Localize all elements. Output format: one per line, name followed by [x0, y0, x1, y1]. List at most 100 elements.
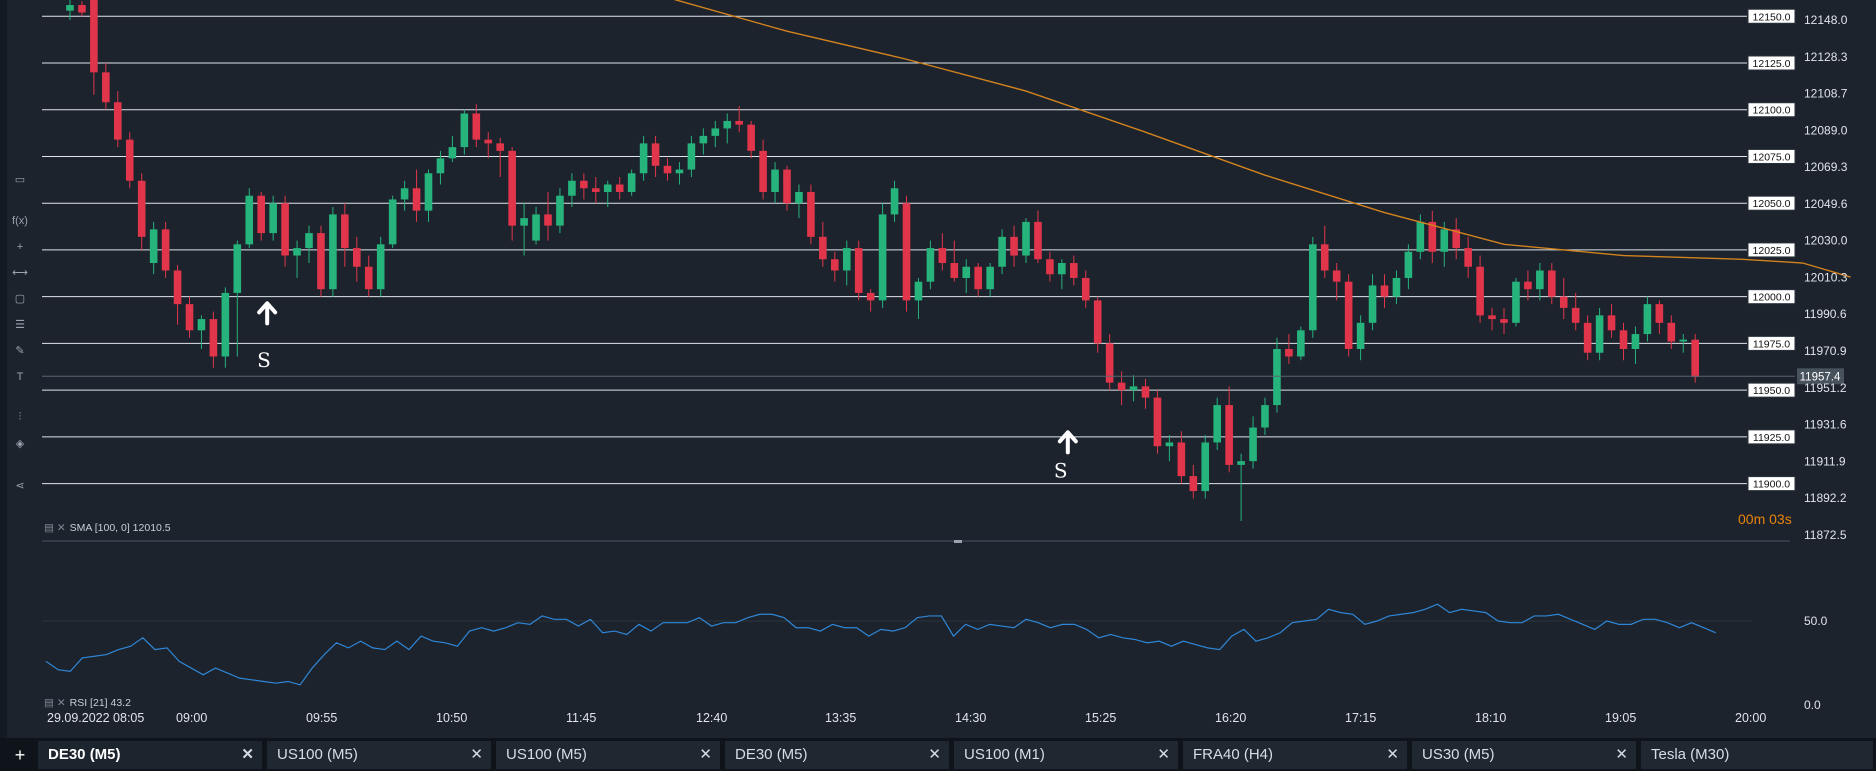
candle-up — [914, 281, 923, 301]
time-tick-label: 11:45 — [566, 711, 596, 725]
tab-de30-m5-2[interactable]: DE30 (M5) ✕ — [725, 741, 949, 769]
candle-up — [221, 292, 230, 357]
sma-indicator-label[interactable]: ▤ ✕ SMA [100, 0] 12010.5 — [44, 522, 171, 534]
candle-up — [962, 266, 971, 278]
tab-label: DE30 (M5) — [735, 746, 808, 763]
candle-up — [1297, 330, 1305, 357]
candle-down — [161, 229, 170, 271]
tab-label: Tesla (M30) — [1651, 746, 1730, 763]
chart-background — [0, 0, 1876, 738]
layers-icon[interactable]: ◈ — [15, 438, 25, 450]
candle-down — [1141, 386, 1150, 398]
candle-up — [603, 184, 612, 192]
candle-up — [675, 169, 684, 174]
share-icon[interactable]: ⋖ — [15, 480, 25, 492]
level-label: 12100.0 — [1753, 105, 1791, 117]
candle-up — [532, 214, 540, 241]
candle-down — [663, 165, 672, 174]
candle-up — [329, 214, 337, 290]
candle-down — [1046, 259, 1054, 275]
price-tick-label: 11970.9 — [1804, 344, 1847, 358]
candle-down — [102, 72, 110, 103]
time-tick-label: 18:10 — [1475, 711, 1506, 725]
candle-up — [1356, 322, 1365, 350]
candle-down — [1428, 221, 1437, 252]
candle-down — [1607, 315, 1616, 331]
signal-marker: S — [1054, 459, 1068, 483]
close-icon[interactable]: ✕ — [1386, 746, 1399, 763]
candle-down — [651, 143, 660, 166]
candle-down — [1285, 349, 1293, 357]
candle-down — [1225, 405, 1233, 465]
time-tick-label: 29.09.2022 08:05 — [47, 711, 144, 725]
level-label: 12000.0 — [1753, 292, 1791, 304]
tab-fra40-h4[interactable]: FRA40 (H4) ✕ — [1183, 741, 1407, 769]
rectangle-icon[interactable]: ▢ — [14, 293, 26, 305]
close-icon[interactable]: ✕ — [241, 746, 254, 763]
close-icon[interactable]: ✕ — [699, 746, 712, 763]
candle-up — [998, 236, 1006, 267]
price-tick-label: 11892.2 — [1804, 491, 1847, 505]
candle-up — [1404, 251, 1413, 278]
candle-up — [1022, 221, 1030, 256]
monitor-icon[interactable]: ▭ — [14, 174, 26, 186]
candle-down — [125, 139, 134, 181]
candlestick-chart[interactable]: 12150.0 12125.0 12100.0 12075.0 12050.0 12025… — [0, 0, 1876, 738]
time-tick-label: 17:15 — [1345, 711, 1376, 725]
candle-down — [1452, 229, 1460, 249]
indicator-settings-icon[interactable]: ▤ ✕ — [44, 522, 66, 534]
tab-label: DE30 (M5) — [48, 746, 121, 763]
candle-down — [735, 120, 743, 125]
candle-down — [580, 180, 588, 189]
tab-us100-m5-2[interactable]: US100 (M5) ✕ — [496, 741, 720, 769]
rsi-label-text: RSI [21] 43.2 — [69, 697, 131, 709]
rsi-tick-label: 0.0 — [1804, 698, 1821, 712]
fibonacci-icon[interactable]: ☰ — [15, 319, 25, 331]
candle-up — [723, 120, 732, 129]
crosshair-icon[interactable]: + — [16, 241, 24, 253]
time-tick-label: 13:35 — [825, 711, 856, 725]
candle-down — [1559, 296, 1568, 308]
close-icon[interactable]: ✕ — [928, 746, 941, 763]
tab-us100-m5[interactable]: US100 (M5) ✕ — [267, 741, 491, 769]
close-icon[interactable]: ✕ — [470, 746, 483, 763]
candle-down — [364, 266, 373, 290]
candle-up — [436, 158, 445, 174]
level-label: 11950.0 — [1753, 385, 1790, 397]
time-tick-label: 09:00 — [176, 711, 207, 725]
candle-down — [783, 169, 791, 204]
tab-us30-m5[interactable]: US30 (M5) ✕ — [1412, 741, 1636, 769]
candle-down — [1010, 236, 1018, 256]
candle-up — [986, 266, 994, 290]
indicators-icon[interactable]: ⫶ — [18, 411, 22, 423]
add-tab-button[interactable]: + — [14, 745, 26, 765]
close-icon[interactable]: ✕ — [1615, 746, 1628, 763]
time-tick-label: 12:40 — [696, 711, 727, 725]
time-tick-label: 10:50 — [436, 711, 467, 725]
candle-down — [974, 266, 982, 290]
candle-up — [1309, 244, 1317, 331]
pencil-icon[interactable]: ✎ — [15, 345, 25, 357]
current-price-label: 11957.4 — [1800, 371, 1841, 383]
candle-down — [1464, 248, 1472, 267]
tab-us100-m1[interactable]: US100 (M1) ✕ — [954, 741, 1178, 769]
candle-up — [1631, 334, 1640, 350]
tab-de30-m5[interactable]: DE30 (M5) ✕ — [38, 741, 262, 769]
candle-down — [1619, 330, 1628, 350]
indicator-settings-icon[interactable]: ▤ ✕ — [44, 697, 66, 709]
close-icon[interactable]: ✕ — [1157, 746, 1170, 763]
candle-up — [1201, 442, 1210, 492]
tab-tesla-m30[interactable]: Tesla (M30) — [1641, 741, 1873, 769]
candle-up — [842, 248, 851, 271]
candle-down — [281, 203, 289, 256]
candle-up — [233, 244, 242, 293]
price-tick-label: 12069.3 — [1804, 160, 1848, 174]
function-icon[interactable]: f(x) — [12, 215, 28, 227]
candle-down — [854, 248, 863, 293]
rsi-indicator-label[interactable]: ▤ ✕ RSI [21] 43.2 — [44, 697, 131, 709]
line-tool-icon[interactable]: ⟷ — [12, 267, 28, 279]
text-icon[interactable]: T — [16, 371, 24, 383]
pane-resize-handle[interactable] — [954, 540, 962, 543]
candle-down — [1034, 221, 1042, 260]
candle-up — [878, 214, 887, 301]
